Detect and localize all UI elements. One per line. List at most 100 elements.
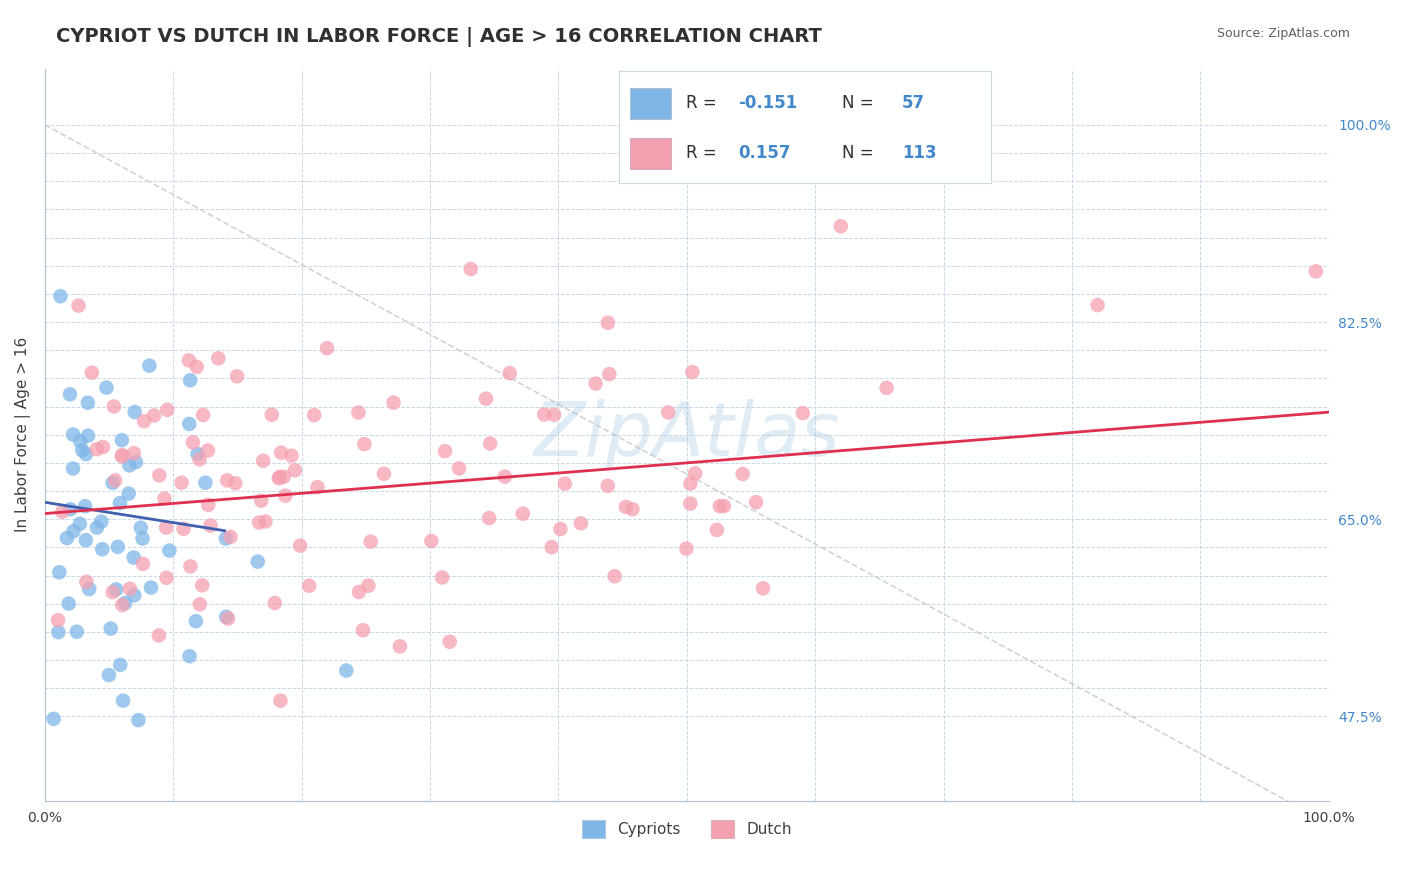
Point (352, 624, 374, 638)
Point (302, 408, 325, 422)
Point (69, 434, 91, 449)
Point (543, 408, 565, 422)
Point (91, 440, 114, 454)
Point (353, 437, 375, 451)
Point (215, 609, 238, 624)
Point (194, 475, 217, 490)
Point (290, 539, 312, 553)
Point (111, 433, 134, 447)
Point (114, 596, 136, 610)
Point (77, 428, 100, 442)
Point (86, 520, 108, 534)
Point (745, 495, 768, 509)
Point (118, 486, 141, 500)
Text: 57: 57 (901, 94, 925, 112)
Point (200, 518, 222, 533)
Point (1305, 264, 1327, 278)
Y-axis label: In Labor Force | Age > 16: In Labor Force | Age > 16 (15, 337, 31, 533)
Point (155, 521, 177, 535)
Point (101, 585, 124, 599)
Point (177, 353, 200, 368)
FancyBboxPatch shape (630, 138, 671, 169)
Point (186, 359, 208, 374)
Point (122, 550, 145, 565)
Point (706, 523, 728, 537)
Text: 113: 113 (901, 144, 936, 161)
Point (420, 534, 443, 549)
Point (447, 461, 470, 475)
Point (731, 467, 754, 481)
Point (217, 474, 239, 488)
Point (110, 657, 132, 672)
Point (77, 582, 100, 596)
Point (62, 524, 84, 539)
Point (188, 597, 211, 611)
Text: 0.157: 0.157 (738, 144, 790, 161)
Point (170, 475, 193, 490)
Point (62, 461, 84, 475)
Point (122, 588, 145, 602)
Point (246, 555, 269, 569)
Point (101, 475, 124, 490)
Point (269, 693, 291, 707)
Point (132, 414, 155, 428)
Point (153, 491, 176, 506)
Point (434, 444, 457, 458)
Point (125, 455, 148, 469)
Point (713, 499, 735, 513)
Point (108, 496, 131, 510)
Point (191, 578, 214, 592)
Point (585, 376, 607, 391)
Point (335, 664, 357, 678)
Point (111, 450, 134, 464)
Point (752, 582, 775, 596)
Point (284, 463, 307, 477)
Point (252, 454, 274, 468)
Point (105, 582, 128, 597)
Point (217, 611, 239, 625)
Point (138, 359, 160, 373)
Text: R =: R = (686, 94, 721, 112)
Point (316, 341, 339, 355)
Point (614, 500, 637, 514)
Text: N =: N = (842, 94, 879, 112)
Point (657, 405, 679, 419)
Point (226, 369, 249, 384)
Point (430, 570, 453, 584)
Point (67, 299, 90, 313)
Point (512, 507, 534, 521)
Point (122, 446, 145, 460)
Point (143, 409, 166, 423)
Point (675, 541, 697, 556)
Point (56, 531, 79, 545)
Point (90, 515, 112, 529)
Point (478, 511, 501, 525)
Point (155, 571, 177, 585)
Point (347, 405, 370, 419)
Point (46, 613, 69, 627)
Point (273, 469, 295, 483)
Point (197, 498, 219, 512)
Point (129, 521, 152, 535)
Point (603, 569, 626, 583)
Point (118, 582, 141, 596)
Point (681, 365, 703, 379)
Point (48, 625, 70, 640)
Point (48, 566, 70, 580)
Point (179, 417, 201, 431)
Point (69, 516, 91, 531)
Point (596, 316, 619, 330)
Point (247, 516, 270, 530)
Point (91, 542, 114, 557)
Point (107, 540, 129, 554)
Point (66, 624, 89, 639)
Point (181, 435, 204, 450)
Point (127, 713, 149, 727)
Point (100, 622, 122, 636)
Point (270, 445, 292, 459)
Point (533, 408, 555, 422)
Point (254, 515, 277, 529)
Point (72, 443, 94, 458)
Point (139, 581, 162, 595)
Point (103, 400, 125, 414)
